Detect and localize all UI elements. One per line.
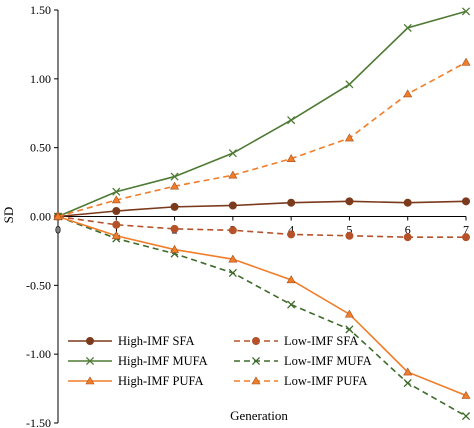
data-point (170, 244, 180, 253)
x-tick-label: 4 (288, 223, 294, 237)
data-point (286, 154, 296, 162)
data-point (228, 170, 238, 179)
x-tick-label: 6 (405, 223, 411, 237)
y-tick-label: -0.50 (26, 278, 51, 292)
data-point (228, 149, 237, 158)
legend-item: High-IMF MUFA (68, 354, 208, 368)
legend-label: High-IMF MUFA (118, 354, 208, 368)
data-point (403, 379, 412, 388)
series-line (57, 215, 466, 238)
legend-marker (85, 356, 95, 366)
x-axis-title: Generation (230, 408, 288, 423)
legend-marker (251, 376, 261, 385)
y-tick-label: 0.50 (30, 141, 51, 155)
data-point (345, 80, 354, 89)
data-point (461, 7, 471, 16)
data-point (287, 116, 296, 125)
x-tick-label: 1 (113, 223, 119, 237)
data-point (228, 226, 237, 235)
legend-label: Low-IMF PUFA (284, 374, 367, 388)
data-point (403, 89, 413, 98)
y-tick-label: 1.00 (30, 72, 51, 86)
legend-label: High-IMF PUFA (118, 374, 204, 388)
data-point (170, 224, 179, 233)
series-line (57, 10, 467, 218)
legend-item: Low-IMF SFA (234, 334, 358, 348)
legend-marker (85, 376, 95, 385)
data-point (461, 390, 471, 399)
data-point (461, 57, 471, 66)
data-point (403, 198, 412, 207)
data-point (344, 309, 354, 318)
data-point (112, 220, 121, 229)
data-point (461, 412, 471, 421)
legend-label: High-IMF SFA (118, 334, 195, 348)
data-point (112, 206, 121, 215)
y-tick-label: -1.00 (26, 347, 51, 361)
legend-item: High-IMF PUFA (68, 374, 204, 388)
legend-item: High-IMF SFA (68, 334, 195, 348)
legend: High-IMF SFA Low-IMF SFA High-IMF MUFA Low-… (68, 334, 372, 388)
x-tick-label: 0 (55, 223, 61, 237)
y-tick-label: 0.00 (30, 210, 51, 224)
data-point (345, 197, 354, 206)
y-tick-label: -1.50 (26, 416, 51, 428)
legend-item: Low-IMF PUFA (234, 374, 367, 388)
data-point (228, 201, 237, 210)
data-point (53, 211, 63, 220)
series-low-imf-sfa (54, 212, 470, 242)
x-tick-label: 7 (463, 223, 469, 237)
series-low-imf-pufa (53, 57, 471, 220)
legend-marker (251, 356, 261, 366)
y-axis-title: SD (1, 207, 16, 224)
data-point (170, 181, 180, 190)
data-point (111, 231, 121, 240)
legend-marker (251, 336, 260, 345)
data-point (170, 172, 179, 181)
data-point (344, 133, 354, 142)
legend-item: Low-IMF MUFA (234, 354, 372, 368)
data-point (111, 195, 121, 204)
legend-label: Low-IMF SFA (284, 334, 358, 348)
data-point (228, 254, 238, 263)
data-point (287, 230, 296, 239)
y-tick-label: 1.50 (30, 3, 51, 17)
series-high-imf-mufa (53, 7, 471, 221)
x-tick-label: 5 (346, 223, 352, 237)
series-low-imf-mufa (53, 212, 471, 421)
data-point (403, 233, 412, 242)
series-line (57, 215, 467, 417)
legend-label: Low-IMF MUFA (284, 354, 372, 368)
data-point (286, 275, 296, 284)
data-point (403, 367, 413, 376)
data-point (287, 300, 296, 309)
data-point (287, 198, 296, 207)
data-point (170, 202, 179, 211)
series-line (57, 215, 467, 397)
data-point (345, 231, 354, 240)
data-point (345, 325, 354, 334)
data-point (228, 268, 237, 278)
data-point (112, 187, 121, 196)
data-point (403, 23, 412, 32)
series-line (57, 200, 467, 218)
legend-marker (86, 336, 95, 345)
series-line (57, 61, 467, 218)
series-layer (53, 7, 471, 421)
data-point (461, 233, 470, 242)
data-point (461, 197, 470, 206)
